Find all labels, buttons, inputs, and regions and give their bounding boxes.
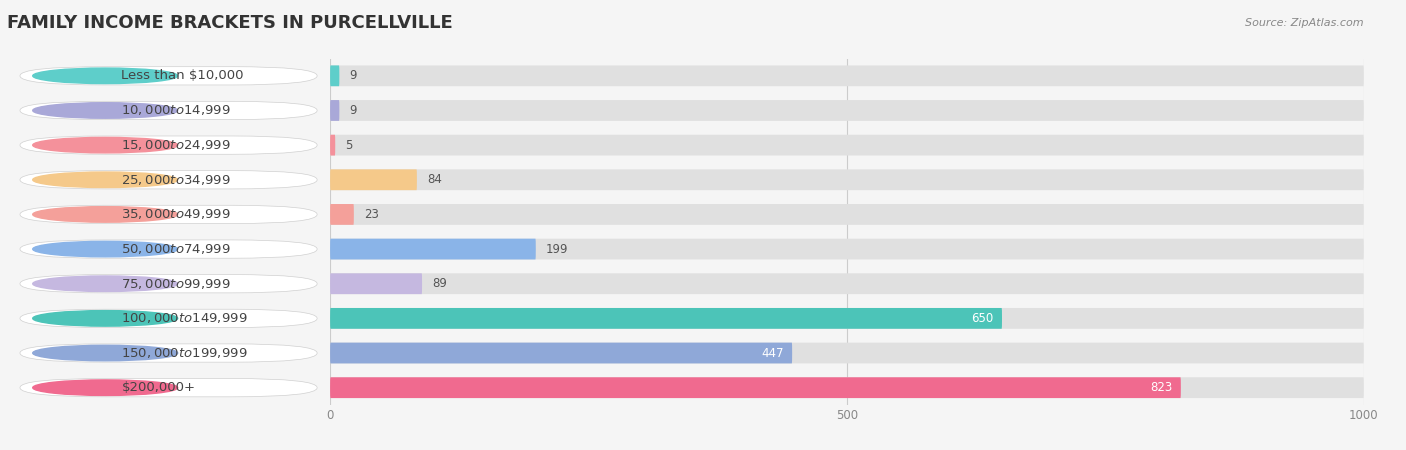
FancyBboxPatch shape [20,274,318,293]
Text: 447: 447 [762,346,785,360]
Text: FAMILY INCOME BRACKETS IN PURCELLVILLE: FAMILY INCOME BRACKETS IN PURCELLVILLE [7,14,453,32]
FancyBboxPatch shape [330,135,335,156]
FancyBboxPatch shape [330,169,1364,190]
FancyBboxPatch shape [330,204,354,225]
Circle shape [32,103,177,118]
Circle shape [32,380,177,396]
Bar [0,336,7,370]
Text: 5: 5 [346,139,353,152]
Text: Less than $10,000: Less than $10,000 [121,69,243,82]
Bar [0,197,330,232]
Bar [0,93,330,128]
Text: $15,000 to $24,999: $15,000 to $24,999 [121,138,231,152]
FancyBboxPatch shape [330,273,1364,294]
FancyBboxPatch shape [330,273,422,294]
FancyBboxPatch shape [330,377,1181,398]
FancyBboxPatch shape [330,342,792,364]
Text: $50,000 to $74,999: $50,000 to $74,999 [121,242,231,256]
FancyBboxPatch shape [330,65,1364,86]
Bar [0,336,330,370]
Text: 650: 650 [972,312,994,325]
FancyBboxPatch shape [330,169,418,190]
Bar [0,232,330,266]
FancyBboxPatch shape [330,65,339,86]
Text: $75,000 to $99,999: $75,000 to $99,999 [121,277,231,291]
FancyBboxPatch shape [20,378,318,397]
Circle shape [32,310,177,326]
Circle shape [32,345,177,361]
Text: 89: 89 [433,277,447,290]
Text: $10,000 to $14,999: $10,000 to $14,999 [121,104,231,117]
FancyBboxPatch shape [330,308,1002,329]
FancyBboxPatch shape [20,309,318,328]
Bar [0,197,7,232]
FancyBboxPatch shape [330,308,1364,329]
Bar [0,266,330,301]
Circle shape [32,172,177,188]
Text: $25,000 to $34,999: $25,000 to $34,999 [121,173,231,187]
FancyBboxPatch shape [330,238,1364,260]
Text: $150,000 to $199,999: $150,000 to $199,999 [121,346,247,360]
FancyBboxPatch shape [330,100,1364,121]
FancyBboxPatch shape [20,136,318,154]
FancyBboxPatch shape [330,377,1364,398]
FancyBboxPatch shape [20,67,318,85]
Circle shape [32,276,177,292]
Text: 9: 9 [350,69,357,82]
Text: 84: 84 [427,173,441,186]
Bar [0,232,7,266]
Bar [0,128,7,162]
Bar [0,370,7,405]
Circle shape [32,68,177,84]
FancyBboxPatch shape [330,204,1364,225]
FancyBboxPatch shape [330,238,536,260]
FancyBboxPatch shape [20,344,318,362]
Bar [0,93,7,128]
Bar [0,58,330,93]
Text: $200,000+: $200,000+ [121,381,195,394]
Text: Source: ZipAtlas.com: Source: ZipAtlas.com [1246,18,1364,28]
FancyBboxPatch shape [20,101,318,120]
Bar [0,128,330,162]
Bar [0,301,330,336]
Circle shape [32,241,177,257]
Circle shape [32,207,177,222]
Circle shape [32,137,177,153]
Bar [0,301,7,336]
FancyBboxPatch shape [20,171,318,189]
FancyBboxPatch shape [330,342,1364,364]
Text: 823: 823 [1150,381,1173,394]
Text: 199: 199 [546,243,568,256]
FancyBboxPatch shape [330,135,1364,156]
Text: 23: 23 [364,208,380,221]
Text: 9: 9 [350,104,357,117]
Text: $100,000 to $149,999: $100,000 to $149,999 [121,311,247,325]
Bar [0,58,7,93]
Text: $35,000 to $49,999: $35,000 to $49,999 [121,207,231,221]
FancyBboxPatch shape [20,240,318,258]
Bar [0,370,330,405]
Bar [0,266,7,301]
Bar [0,162,330,197]
FancyBboxPatch shape [20,205,318,224]
Bar [0,162,7,197]
FancyBboxPatch shape [330,100,339,121]
